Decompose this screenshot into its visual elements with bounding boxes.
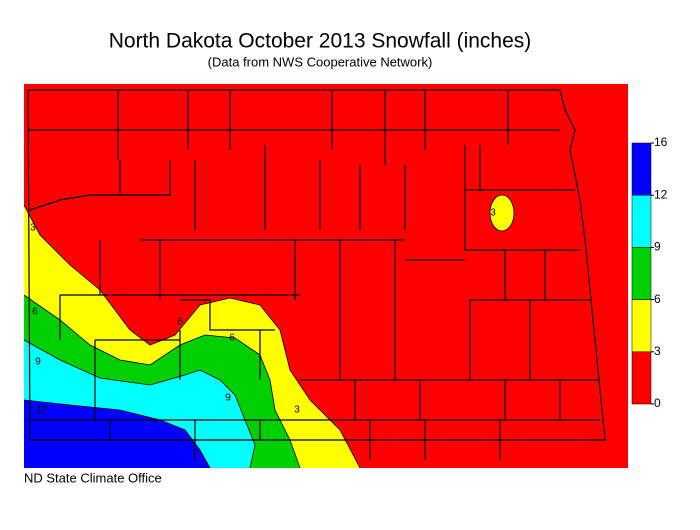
band-area — [24, 400, 210, 468]
legend-band — [631, 194, 652, 248]
contour-label: 6 — [177, 317, 183, 328]
contour-label: 9 — [225, 393, 231, 404]
legend-band — [631, 142, 652, 196]
subtitle: (Data from NWS Cooperative Network) — [208, 54, 433, 69]
legend-band — [631, 351, 652, 405]
county-lines — [27, 89, 606, 460]
map — [23, 84, 628, 469]
legend-tick-label: 3 — [654, 344, 661, 358]
contour-label: 3 — [294, 405, 300, 416]
contour-label: 6 — [229, 333, 235, 344]
legend-band — [631, 247, 652, 300]
legend: 0 3 6 9 12 16 — [631, 135, 668, 410]
title: North Dakota October 2013 Snowfall (inch… — [109, 30, 532, 53]
contour-label: 3 — [490, 208, 496, 219]
legend-tick-label: 9 — [654, 240, 661, 254]
contour-label: 12 — [36, 405, 48, 416]
credit: ND State Climate Office — [24, 470, 162, 485]
legend-band — [631, 299, 652, 353]
legend-tick-label: 12 — [654, 187, 668, 201]
contour-label: 9 — [35, 357, 41, 368]
legend-tick-label: 16 — [654, 135, 668, 149]
legend-tick-label: 6 — [654, 292, 661, 306]
legend-tick-label: 0 — [654, 396, 661, 410]
contour-label: 3 — [30, 223, 36, 234]
contour-label: 6 — [32, 307, 38, 318]
band-area — [490, 195, 514, 231]
